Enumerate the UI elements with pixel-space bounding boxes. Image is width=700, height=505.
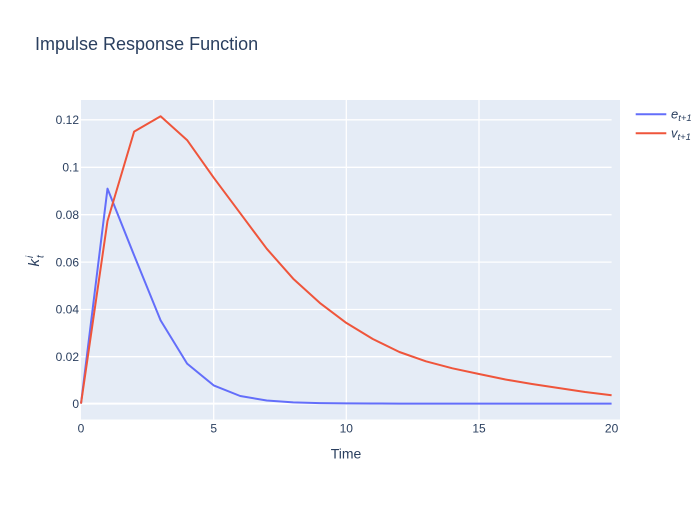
svg-text:0.08: 0.08 xyxy=(56,208,80,222)
svg-text:0.1: 0.1 xyxy=(62,161,79,175)
svg-text:0.02: 0.02 xyxy=(56,350,80,364)
svg-text:5: 5 xyxy=(210,422,217,436)
svg-text:k: k xyxy=(26,258,43,267)
svg-text:15: 15 xyxy=(472,422,486,436)
svg-text:Time: Time xyxy=(331,446,362,462)
svg-text:20: 20 xyxy=(605,422,619,436)
svg-text:0: 0 xyxy=(72,397,79,411)
svg-text:vt+1: vt+1 xyxy=(671,126,691,144)
svg-text:0.04: 0.04 xyxy=(56,303,80,317)
svg-text:0.12: 0.12 xyxy=(56,113,80,127)
svg-text:10: 10 xyxy=(340,422,354,436)
svg-text:0: 0 xyxy=(78,422,85,436)
svg-text:Impulse Response Function: Impulse Response Function xyxy=(35,34,258,54)
svg-text:et+1: et+1 xyxy=(671,107,692,125)
svg-text:i: i xyxy=(25,255,36,258)
svg-text:t: t xyxy=(36,254,47,258)
svg-text:0.06: 0.06 xyxy=(56,255,80,269)
